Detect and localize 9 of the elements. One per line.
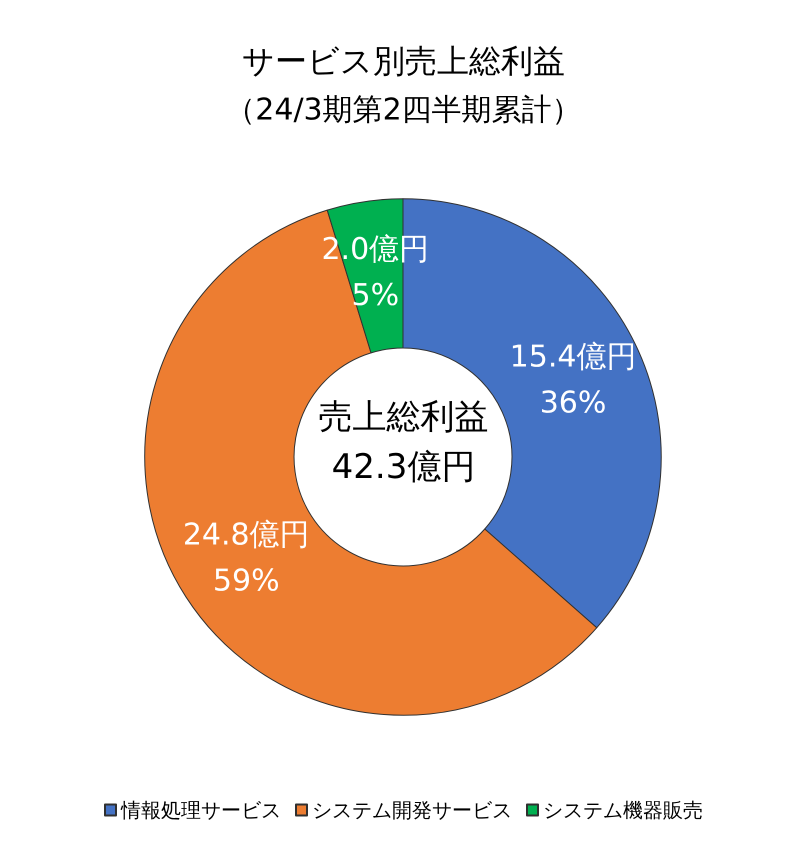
data-label: 15.4億円 36% bbox=[510, 340, 636, 421]
chart-subtitle: （24/3期第2四半期累計） bbox=[225, 92, 582, 128]
chart-title: サービス別売上総利益 bbox=[242, 42, 565, 80]
legend-label: システム機器販売 bbox=[543, 798, 703, 822]
text: 42.3億円 bbox=[332, 447, 476, 487]
legend-label: 情報処理サービス bbox=[120, 798, 281, 822]
legend-label: システム開発サービス bbox=[312, 798, 512, 822]
text: 売上総利益 bbox=[318, 397, 488, 437]
data-label: 24.8億円 59% bbox=[182, 518, 310, 599]
